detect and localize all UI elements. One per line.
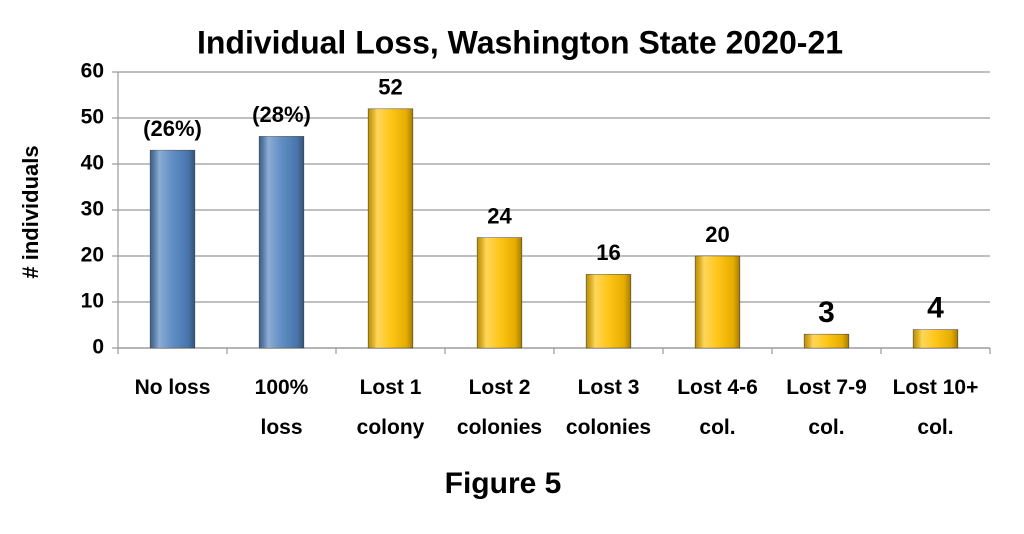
x-tick-label: No loss (135, 376, 211, 399)
chart-title: Individual Loss, Washington State 2020-2… (197, 24, 843, 60)
y-tick-label: 20 (81, 244, 104, 267)
x-tick-label-line: Lost 1 (360, 376, 422, 399)
x-tick-label: Lost 3 colonies (566, 376, 651, 439)
data-label: 24 (487, 203, 512, 228)
y-tick-label: 30 (81, 198, 104, 221)
x-tick-label-line: colonies (566, 416, 651, 439)
x-tick-label-line: Lost 7-9 (786, 376, 867, 399)
x-tick-label-line: colony (357, 416, 425, 439)
x-tick-label-line: Lost 4-6 (677, 376, 758, 399)
x-tick-label-line: Lost 3 (578, 376, 640, 399)
x-tick-label-line: col. (808, 416, 844, 439)
data-label: 16 (596, 240, 620, 265)
x-tick-label-line: col. (917, 416, 953, 439)
x-tick-label-line: Lost 10+ (893, 376, 979, 399)
data-label: 52 (378, 75, 402, 100)
y-tick-label: 0 (92, 336, 104, 359)
x-tick-label-line: 100% (255, 376, 309, 399)
data-label: 20 (705, 222, 729, 247)
annotation: (26%) (143, 116, 202, 141)
bar-shading (586, 274, 631, 348)
bar-shading (913, 329, 958, 348)
y-tick-label: 40 (81, 152, 104, 175)
x-tick-label-line: col. (699, 416, 735, 439)
x-tick-label: Lost 2 colonies (457, 376, 542, 439)
data-label: 3 (818, 296, 835, 329)
x-tick-label-line: colonies (457, 416, 542, 439)
data-label: 4 (927, 292, 944, 325)
bar-shading (804, 334, 849, 348)
bar-shading (150, 150, 195, 348)
y-tick-label: 50 (81, 106, 104, 129)
x-tick-label-line: loss (260, 416, 302, 439)
annotation: (28%) (252, 102, 311, 127)
bar-shading (477, 237, 522, 348)
bar-shading (368, 108, 413, 348)
x-tick-label: Lost 4-6 col. (677, 376, 758, 439)
x-tick-label: 100% loss (255, 376, 309, 439)
x-tick-label-line: Lost 2 (469, 376, 531, 399)
bar-shading (695, 256, 740, 348)
y-tick-label: 60 (81, 60, 104, 83)
x-tick-label: Lost 1 colony (357, 376, 425, 439)
y-tick-label: 10 (81, 290, 104, 313)
y-axis-label: # individuals (18, 145, 43, 278)
bar-shading (259, 136, 304, 348)
x-tick-label: Lost 10+ col. (893, 376, 979, 439)
chart-subtitle: Figure 5 (445, 467, 562, 500)
x-tick-label: Lost 7-9 col. (786, 376, 867, 439)
x-tick-label-line: No loss (135, 376, 211, 399)
